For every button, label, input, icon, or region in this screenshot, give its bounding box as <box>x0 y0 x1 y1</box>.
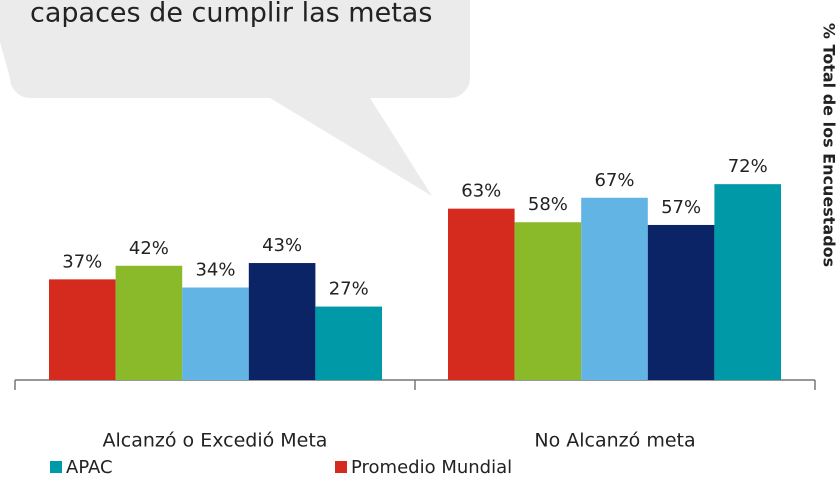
bar <box>248 263 316 380</box>
legend-swatch <box>335 461 347 473</box>
value-label: 67% <box>594 170 634 191</box>
bar <box>182 287 249 380</box>
speech-bubble <box>0 0 470 196</box>
bar <box>514 222 582 380</box>
bar <box>448 208 515 380</box>
value-label: 37% <box>62 251 102 272</box>
bar <box>581 197 648 380</box>
x-tick-label: No Alcanzó meta <box>534 430 695 452</box>
value-label: 27% <box>329 279 369 300</box>
y-axis-label: % Total de los Encuestados <box>820 23 839 267</box>
value-label: 43% <box>262 235 302 256</box>
legend-label: Promedio Mundial <box>351 457 512 478</box>
bar <box>115 265 183 380</box>
value-label: 57% <box>661 197 701 218</box>
legend-label: APAC <box>66 457 113 478</box>
bar <box>714 184 781 380</box>
bar <box>647 224 715 380</box>
value-label: 42% <box>129 238 169 259</box>
bar <box>49 279 116 380</box>
value-label: 63% <box>461 181 501 202</box>
callout-text: capaces de cumplir las metas <box>30 0 432 29</box>
value-label: 72% <box>728 156 768 177</box>
value-label: 58% <box>528 194 568 215</box>
value-label: 34% <box>195 260 235 281</box>
legend-swatch <box>50 461 62 473</box>
x-tick-label: Alcanzó o Excedió Meta <box>103 430 328 452</box>
bar <box>315 306 382 380</box>
